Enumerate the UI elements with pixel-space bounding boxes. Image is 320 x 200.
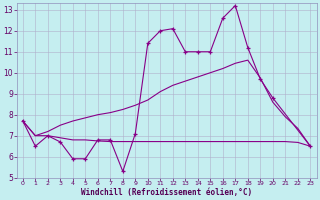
X-axis label: Windchill (Refroidissement éolien,°C): Windchill (Refroidissement éolien,°C) xyxy=(81,188,252,197)
